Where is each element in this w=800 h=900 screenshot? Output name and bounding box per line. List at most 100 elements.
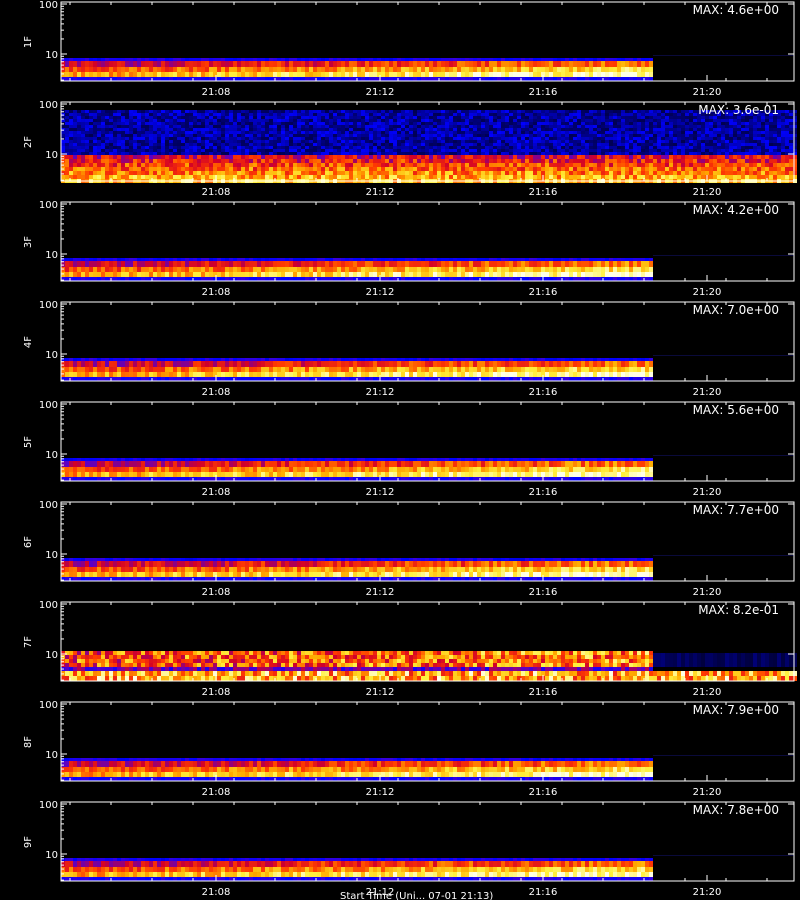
- noise-cell: [229, 113, 233, 116]
- noise-cell: [661, 146, 665, 149]
- signal-cell: [209, 175, 213, 179]
- signal-cell: [121, 171, 125, 175]
- noise-cell: [689, 140, 693, 143]
- noise-cell: [629, 119, 633, 122]
- signal-cell: [645, 171, 649, 175]
- noise-cell: [653, 116, 657, 119]
- noise-cell: [341, 140, 345, 143]
- noise-cell: [289, 125, 293, 128]
- signal-cell: [233, 72, 237, 77]
- noise-cell: [321, 116, 325, 119]
- signal-cell: [577, 77, 581, 81]
- signal-cell: [237, 175, 241, 179]
- signal-cell: [301, 175, 305, 179]
- noise-cell: [569, 140, 573, 143]
- noise-cell: [553, 125, 557, 128]
- signal-cell: [77, 277, 81, 281]
- noise-cell: [745, 134, 749, 137]
- signal-cell: [569, 163, 573, 167]
- noise-cell: [565, 152, 569, 155]
- signal-cell: [709, 163, 713, 167]
- noise-cell: [385, 143, 389, 146]
- signal-cell: [681, 167, 685, 171]
- signal-cell: [293, 77, 297, 81]
- noise-cell: [185, 125, 189, 128]
- signal-cell: [193, 175, 197, 179]
- signal-cell: [145, 58, 149, 61]
- noise-cell: [321, 122, 325, 125]
- signal-cell: [385, 61, 389, 67]
- noise-cell: [473, 113, 477, 116]
- noise-cell: [321, 125, 325, 128]
- signal-cell: [61, 159, 65, 163]
- noise-cell: [561, 137, 565, 140]
- noise-cell: [557, 149, 561, 152]
- signal-cell: [297, 77, 301, 81]
- noise-cell: [785, 119, 789, 122]
- noise-cell: [385, 119, 389, 122]
- noise-cell: [449, 119, 453, 122]
- noise-cell: [529, 140, 533, 143]
- signal-cell: [153, 67, 157, 72]
- signal-cell: [85, 272, 89, 277]
- noise-cell: [157, 137, 161, 140]
- signal-cell: [425, 77, 429, 81]
- noise-cell: [693, 110, 697, 113]
- signal-cell: [329, 159, 333, 163]
- signal-cell: [465, 159, 469, 163]
- signal-cell: [601, 167, 605, 171]
- signal-cell: [225, 163, 229, 167]
- signal-cell: [785, 163, 789, 167]
- signal-cell: [593, 72, 597, 77]
- signal-cell: [453, 175, 457, 179]
- signal-cell: [181, 155, 185, 159]
- signal-cell: [217, 61, 221, 67]
- x-tick-label: 21:08: [202, 87, 231, 98]
- noise-cell: [609, 152, 613, 155]
- signal-cell: [633, 155, 637, 159]
- noise-cell: [77, 149, 81, 152]
- noise-cell: [477, 137, 481, 140]
- noise-cell: [125, 125, 129, 128]
- noise-cell: [621, 146, 625, 149]
- noise-cell: [437, 143, 441, 146]
- signal-cell: [741, 163, 745, 167]
- signal-cell: [517, 58, 521, 61]
- signal-cell: [557, 61, 561, 67]
- noise-cell: [749, 122, 753, 125]
- signal-cell: [577, 155, 581, 159]
- signal-cell: [533, 72, 537, 77]
- noise-cell: [217, 128, 221, 131]
- signal-cell: [345, 72, 349, 77]
- signal-cell: [197, 77, 201, 81]
- noise-cell: [377, 119, 381, 122]
- signal-cell: [357, 155, 361, 159]
- signal-cell: [701, 159, 705, 163]
- signal-cell: [217, 159, 221, 163]
- signal-cell: [433, 61, 437, 67]
- noise-cell: [389, 113, 393, 116]
- noise-cell: [81, 140, 85, 143]
- noise-cell: [497, 134, 501, 137]
- noise-cell: [473, 119, 477, 122]
- noise-cell: [257, 116, 261, 119]
- noise-cell: [313, 146, 317, 149]
- noise-cell: [641, 128, 645, 131]
- noise-cell: [173, 149, 177, 152]
- signal-cell: [721, 167, 725, 171]
- noise-cell: [513, 128, 517, 131]
- noise-cell: [685, 113, 689, 116]
- signal-cell: [77, 272, 81, 277]
- noise-cell: [381, 131, 385, 134]
- noise-cell: [441, 122, 445, 125]
- signal-cell: [425, 72, 429, 77]
- signal-cell: [577, 163, 581, 167]
- signal-cell: [97, 155, 101, 159]
- signal-cell: [253, 171, 257, 175]
- noise-cell: [413, 131, 417, 134]
- noise-cell: [509, 143, 513, 146]
- signal-cell: [549, 159, 553, 163]
- signal-cell: [593, 167, 597, 171]
- noise-cell: [557, 134, 561, 137]
- noise-cell: [373, 116, 377, 119]
